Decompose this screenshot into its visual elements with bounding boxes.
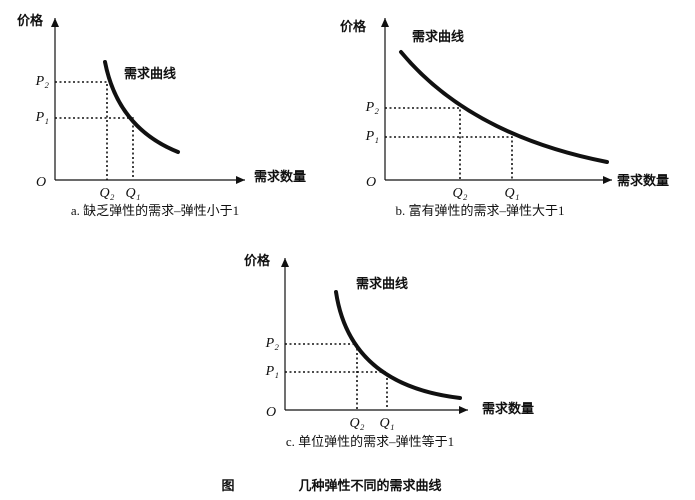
y-arrow [51, 18, 59, 27]
quantity-label: Q₂ [350, 416, 365, 431]
quantity-label: Q₁ [505, 186, 520, 201]
demand-curve [103, 60, 180, 154]
x-axis-label: 需求数量 [482, 401, 534, 416]
price-label: P₁ [265, 364, 279, 379]
origin-label: O [266, 405, 276, 420]
figure-title: 几种弹性不同的需求曲线 [298, 478, 441, 493]
demand-curve [399, 50, 609, 164]
guide-line [385, 107, 461, 180]
panel-caption: b. 富有弹性的需求–弹性大于1 [395, 203, 564, 218]
guide-line [55, 81, 108, 180]
guide-line [385, 136, 513, 180]
x-axis-label: 需求数量 [617, 173, 669, 188]
quantity-label: Q₁ [380, 416, 395, 431]
curve-label: 需求曲线 [356, 276, 408, 291]
x-axis-label: 需求数量 [254, 169, 306, 184]
origin-label: O [366, 175, 376, 190]
demand-curve [334, 290, 462, 400]
guide-line [55, 117, 134, 180]
x-arrow [603, 176, 612, 184]
price-label: P₂ [265, 336, 280, 351]
guide-line [285, 371, 388, 410]
figure-label: 图 [221, 478, 234, 493]
y-arrow [381, 18, 389, 27]
panel-caption: c. 单位弹性的需求–弹性等于1 [286, 434, 454, 449]
y-axis-label: 价格 [17, 13, 44, 28]
quantity-label: Q₁ [126, 186, 141, 201]
quantity-label: Q₂ [453, 186, 468, 201]
origin-label: O [36, 175, 46, 190]
curve-label: 需求曲线 [412, 29, 464, 44]
y-axis-label: 价格 [244, 253, 271, 268]
price-label: P₂ [35, 74, 50, 89]
panel-caption: a. 缺乏弹性的需求–弹性小于1 [71, 203, 239, 218]
y-arrow [281, 258, 289, 267]
price-label: P₂ [365, 100, 380, 115]
x-arrow [459, 406, 468, 414]
price-label: P₁ [365, 129, 379, 144]
y-axis-label: 价格 [340, 19, 367, 34]
quantity-label: Q₂ [100, 186, 115, 201]
x-arrow [236, 176, 245, 184]
price-label: P₁ [35, 110, 49, 125]
curve-label: 需求曲线 [124, 66, 176, 81]
